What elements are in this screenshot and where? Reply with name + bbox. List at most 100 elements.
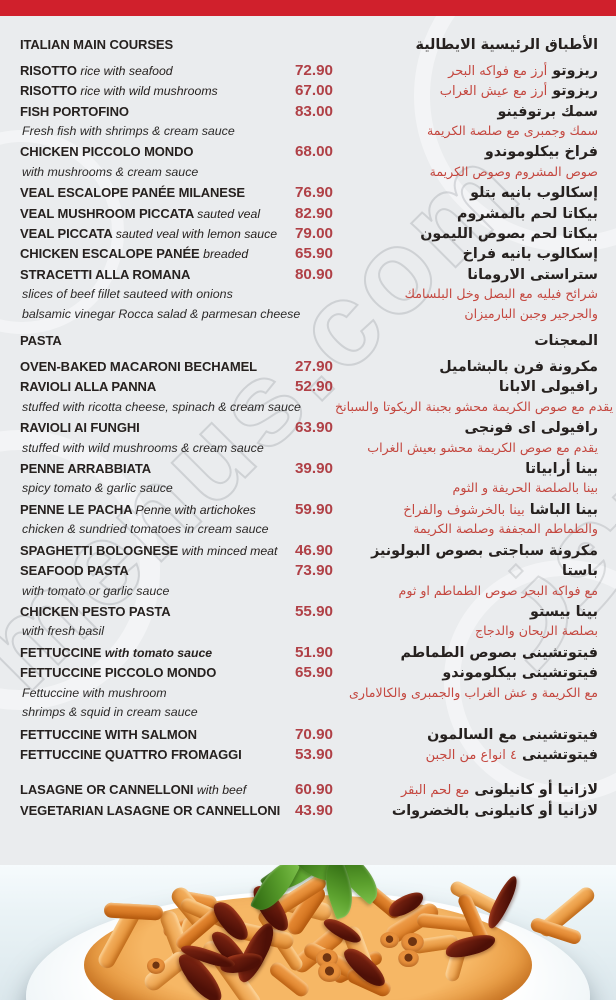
menu-item-row: PENNE ARRABBIATA 39.90 بينا أرابياتا	[20, 460, 598, 480]
item-ar: بينا أرابياتا	[333, 461, 598, 477]
item-ar: سمك برتوفينو	[333, 104, 598, 120]
menu-list: ITALIAN MAIN COURSES الأطباق الرئيسية الا…	[0, 16, 616, 865]
section-title-ar: المعجنات	[534, 333, 598, 350]
item-desc-en: with fresh basil	[22, 624, 104, 639]
item-desc-row: shrimps & squid in cream sauce	[20, 705, 598, 726]
item-price: 67.00	[294, 82, 333, 100]
item-desc-inline-en: with minced meat	[181, 543, 278, 558]
item-ar: إسكالوب بانيه بتلو	[333, 185, 598, 201]
item-name-en: SPAGHETTI BOLOGNESE	[20, 542, 179, 558]
top-red-bar	[0, 0, 616, 16]
item-ar: ستراستى الارومانا	[333, 267, 598, 283]
item-desc-ar: مع فواكه البحر صوص الطماطم او ثوم	[398, 582, 598, 598]
item-name-ar: فيتوتشينى مع السالمون	[427, 726, 598, 743]
item-en: VEAL MUSHROOM PICCATA sauted veal	[20, 206, 260, 221]
item-name-en: OVEN-BAKED MACARONI BECHAMEL	[20, 359, 257, 375]
item-name-ar: فراخ بيكلوموندو	[484, 144, 598, 161]
item-name-en: CHICKEN ESCALOPE PANÉE	[20, 246, 200, 262]
penne-piece	[103, 902, 164, 921]
item-en: SEAFOOD PASTA	[20, 563, 260, 578]
item-price: 65.90	[294, 245, 333, 263]
dish-photo	[0, 865, 616, 1000]
item-name-en: RAVIOLI ALLA PANNA	[20, 379, 157, 395]
item-desc-inline-ar: ٤ انواع من الجبن	[425, 748, 517, 764]
item-ar: رافيولى الابانا	[333, 379, 598, 395]
section-title-en: ITALIAN MAIN COURSES	[20, 37, 174, 52]
item-price: 76.90	[294, 184, 333, 202]
item-desc-en: balsamic vinegar Rocca salad & parmesan …	[22, 307, 301, 322]
item-en: CHICKEN PESTO PASTA	[20, 604, 260, 619]
item-desc-en: spicy tomato & garlic sauce	[22, 481, 173, 496]
item-desc-ar: يقدم مع صوص الكريمة محشو بجبنة الريكوتا …	[335, 398, 614, 414]
menu-item-row: LASAGNE OR CANNELLONI with beef 60.90 لازا…	[20, 781, 598, 801]
item-name-ar: بينا أرابياتا	[525, 461, 598, 478]
item-desc-en: with mushrooms & cream sauce	[22, 164, 199, 179]
item-price: 82.90	[294, 204, 333, 222]
item-desc-row: with tomato or garlic sauce مع فواكه البح…	[20, 583, 598, 604]
menu-item-row: VEAL ESCALOPE PANÉE MILANESE 76.90 إسكالوب…	[20, 184, 598, 204]
item-ar: فيتوتشينى بيكلوموندو	[333, 665, 598, 681]
menu-item-row: RISOTTO rice with seafood 72.90 ريزوتو أرز…	[20, 62, 598, 82]
item-name-en: FETTUCCINE	[20, 644, 102, 660]
item-price: 83.00	[294, 102, 333, 120]
item-name-en: PENNE ARRABBIATA	[20, 461, 152, 477]
menu-item-row: FETTUCCINE PICCOLO MONDO 65.90 فيتوتشينى ب…	[20, 664, 598, 684]
item-en: FETTUCCINE PICCOLO MONDO	[20, 665, 260, 680]
item-desc-ar: مع الكريمة و عش الغراب والجمبرى والكالام…	[349, 684, 598, 700]
item-en: PENNE LE PACHA Penne with artichokes	[20, 502, 260, 517]
item-name-ar: ستراستى الارومانا	[467, 266, 598, 283]
item-price: 60.90	[294, 781, 333, 799]
item-name-ar: باستا	[561, 563, 598, 580]
item-name-ar: فيتوتشينى بصوص الطماطم	[400, 644, 598, 661]
menu-item-row: CHICKEN PESTO PASTA 55.90 بينا بيستو	[20, 603, 598, 623]
item-name-en: FETTUCCINE PICCOLO MONDO	[20, 665, 217, 681]
item-ar: فيتوتشينى مع السالمون	[333, 727, 598, 743]
item-name-en: STRACETTI ALLA ROMANA	[20, 266, 191, 282]
item-desc-en: chicken & sundried tomatoes in cream sau…	[22, 522, 269, 537]
item-ar: لازانيا أو كانيلونى بالخضروات	[333, 803, 598, 819]
item-name-en: FETTUCCINE QUATTRO FROMAGGI	[20, 747, 242, 763]
item-desc-en: shrimps & squid in cream sauce	[22, 705, 198, 720]
penne-ring	[317, 962, 342, 982]
item-en: STRACETTI ALLA ROMANA	[20, 267, 260, 282]
item-en: RAVIOLI AI FUNGHI	[20, 420, 260, 435]
item-desc-ar: بينا بالصلصة الحريفة و الثوم	[452, 480, 598, 496]
item-desc-en: Fettuccine with mushroom	[22, 685, 167, 700]
menu-item-row: SEAFOOD PASTA 73.90 باستا	[20, 562, 598, 582]
item-price: 68.00	[294, 143, 333, 161]
item-en: FETTUCCINE QUATTRO FROMAGGI	[20, 747, 260, 762]
item-name-ar: ريزوتو	[552, 83, 598, 100]
menu-item-row: FETTUCCINE with tomato sauce 51.90 فيتوتشي…	[20, 644, 598, 664]
item-desc-row: Fettuccine with mushroom مع الكريمة و عش …	[20, 685, 598, 706]
item-ar: بينا الباشا بينا بالخرشوف والفراخ	[333, 502, 598, 518]
item-desc-inline-ar: أرز مع عيش الغراب	[439, 84, 548, 100]
item-price: 73.90	[294, 562, 333, 580]
menu-item-row: RAVIOLI AI FUNGHI 63.90 رافيولى اى فونجى	[20, 419, 598, 439]
item-desc-ar: صوص المشروم وصوص الكريمة	[429, 163, 598, 179]
item-desc-inline-en: rice with seafood	[80, 64, 173, 78]
menu-item-row: VEAL PICCATA sauted veal with lemon sauc…	[20, 225, 598, 245]
item-desc-ar: شرائح فيليه مع البصل وخل البلسامك	[404, 285, 598, 301]
item-en: FETTUCCINE WITH SALMON	[20, 727, 260, 742]
menu-item-row: RISOTTO rice with wild mushrooms 67.00 ريز…	[20, 82, 598, 102]
item-name-ar: رافيولى الابانا	[498, 379, 598, 396]
item-en: LASAGNE OR CANNELLONI with beef	[20, 782, 260, 797]
penne-ring	[379, 931, 400, 949]
menu-item-row: FETTUCCINE QUATTRO FROMAGGI 53.90 فيتوتشين…	[20, 746, 598, 766]
item-desc-ar: يقدم مع صوص الكريمة محشو بعيش الغراب	[367, 439, 598, 455]
item-price: 80.90	[294, 265, 333, 283]
item-desc-en: Fresh fish with shrimps & cream sauce	[22, 123, 235, 138]
item-desc-row: slices of beef fillet sauteed with onion…	[20, 286, 598, 307]
item-price: 79.00	[294, 224, 333, 242]
item-desc-inline-ar: مع لحم البقر	[400, 783, 470, 799]
menu-item-row: PENNE LE PACHA Penne with artichokes 59.9…	[20, 501, 598, 521]
item-price: 51.90	[294, 643, 333, 661]
item-en: CHICKEN ESCALOPE PANÉE breaded	[20, 246, 260, 261]
section-title-en: PASTA	[20, 333, 62, 349]
item-en: RAVIOLI ALLA PANNA	[20, 379, 260, 394]
item-price: 27.90	[294, 358, 333, 376]
item-desc-row: with mushrooms & cream sauce صوص المشروم …	[20, 164, 598, 185]
menu-item-row: RAVIOLI ALLA PANNA 52.90 رافيولى الابانا	[20, 378, 598, 398]
item-desc-inline-ar: أرز مع فواكه البحر	[448, 64, 548, 79]
